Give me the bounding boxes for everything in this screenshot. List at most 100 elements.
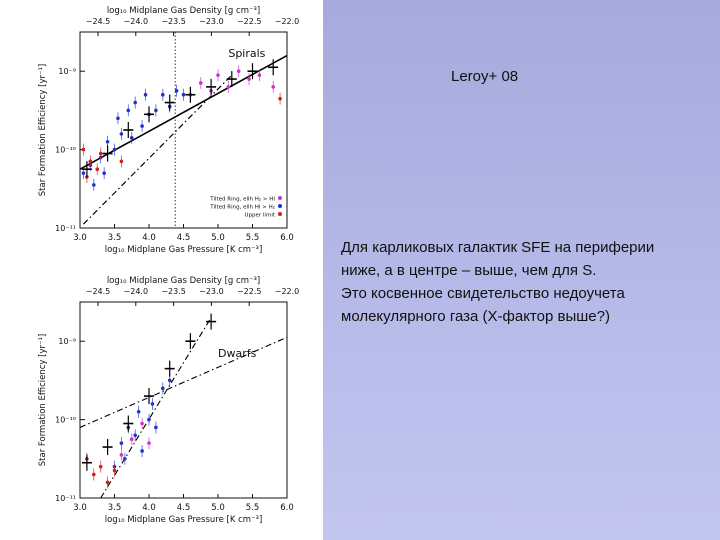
top-tick-label: −23.0 bbox=[199, 287, 224, 296]
dwarfs-chart-svg: log₁₀ Midplane Gas Density [g cm⁻³]−24.5… bbox=[38, 276, 299, 525]
top-tick-label: −23.0 bbox=[199, 17, 224, 26]
data-point bbox=[119, 453, 124, 457]
spirals-chart-svg: log₁₀ Midplane Gas Density [g cm⁻³]−24.5… bbox=[38, 6, 299, 255]
x-tick-label: 3.5 bbox=[108, 233, 122, 243]
data-point bbox=[143, 92, 148, 97]
data-point bbox=[102, 171, 106, 175]
data-point bbox=[198, 81, 203, 85]
data-point bbox=[147, 441, 151, 445]
legend-label: Tilted Ring, ellh HI > H₂ bbox=[209, 205, 275, 211]
x-tick-label: 6.0 bbox=[280, 503, 294, 513]
data-point bbox=[174, 89, 179, 93]
data-point bbox=[181, 92, 186, 97]
data-point bbox=[136, 409, 141, 414]
fit-line-dashdot bbox=[79, 336, 288, 428]
data-point bbox=[140, 449, 144, 453]
plot-frame bbox=[79, 301, 288, 499]
caption-line: ниже, а в центре – выше, чем для S. bbox=[341, 262, 597, 279]
x-tick-label: 4.0 bbox=[142, 233, 156, 243]
figures-panel: log₁₀ Midplane Gas Density [g cm⁻³] −24.5… bbox=[0, 0, 323, 540]
top-tick-label: −22.5 bbox=[237, 17, 262, 26]
legend-marker bbox=[278, 204, 282, 208]
data-point bbox=[129, 136, 134, 140]
spirals-chart: log₁₀ Midplane Gas Density [g cm⁻³] −24.5… bbox=[0, 0, 323, 270]
x-tick-label: 4.5 bbox=[177, 233, 191, 243]
data-point bbox=[81, 171, 86, 175]
data-point bbox=[112, 147, 117, 152]
y-tick-label: 10⁻⁹ bbox=[58, 67, 76, 76]
x-tick-label: 5.0 bbox=[211, 233, 225, 243]
data-point bbox=[129, 437, 134, 441]
caption-line: молекулярного газа (X-фактор выше?) bbox=[341, 308, 610, 325]
x-tick-label: 3.0 bbox=[73, 233, 87, 243]
y-tick-label: 10⁻¹¹ bbox=[55, 494, 76, 503]
top-tick-label: −24.5 bbox=[86, 17, 111, 26]
top-axis-label: log₁₀ Midplane Gas Density [g cm⁻³] bbox=[107, 6, 260, 16]
x-tick-label: 4.0 bbox=[142, 503, 156, 513]
data-point bbox=[119, 132, 124, 136]
data-point bbox=[147, 417, 151, 422]
x-tick-label: 5.5 bbox=[246, 233, 260, 243]
data-point bbox=[133, 433, 137, 438]
data-point bbox=[119, 441, 124, 445]
x-tick-label: 5.0 bbox=[211, 503, 225, 513]
data-point bbox=[154, 108, 158, 113]
fit-line-dashdot bbox=[100, 317, 212, 499]
x-axis-label: log₁₀ Midplane Gas Pressure [K cm⁻³] bbox=[105, 245, 263, 255]
data-point bbox=[257, 73, 262, 77]
x-tick-label: 3.5 bbox=[108, 503, 122, 513]
data-point bbox=[236, 69, 241, 73]
x-tick-label: 5.5 bbox=[246, 503, 260, 513]
x-tick-label: 3.0 bbox=[73, 503, 87, 513]
data-point bbox=[123, 457, 127, 461]
top-tick-label: −24.0 bbox=[124, 287, 149, 296]
data-point bbox=[116, 116, 120, 121]
data-point bbox=[105, 139, 110, 144]
caption-text: Для карликовых галактик SFE на периферии… bbox=[341, 236, 713, 328]
data-point bbox=[154, 425, 158, 430]
data-point bbox=[161, 92, 165, 97]
x-tick-label: 4.5 bbox=[177, 503, 191, 513]
data-point bbox=[126, 108, 131, 113]
data-point bbox=[119, 159, 124, 164]
top-tick-label: −24.5 bbox=[86, 287, 111, 296]
data-point bbox=[92, 472, 96, 477]
data-point bbox=[278, 96, 282, 101]
data-point bbox=[81, 147, 86, 152]
top-tick-label: −23.5 bbox=[161, 287, 186, 296]
data-point bbox=[167, 378, 172, 383]
y-tick-label: 10⁻¹⁰ bbox=[55, 416, 76, 425]
data-point bbox=[216, 73, 220, 77]
data-point bbox=[140, 124, 144, 128]
caption-line: Для карликовых галактик SFE на периферии bbox=[341, 239, 655, 256]
y-tick-label: 10⁻¹¹ bbox=[55, 224, 76, 233]
data-point bbox=[150, 402, 155, 406]
data-point bbox=[112, 468, 117, 473]
data-point bbox=[98, 151, 103, 156]
legend-label: Upper limit bbox=[245, 213, 276, 219]
caption-line: Это косвенное свидетельство недоучета bbox=[341, 285, 625, 302]
y-axis-label: Star Formation Efficiency [yr⁻¹] bbox=[38, 334, 48, 466]
y-axis-label: Star Formation Efficiency [yr⁻¹] bbox=[38, 64, 48, 196]
data-point bbox=[133, 100, 137, 105]
fit-line-solid bbox=[79, 54, 288, 170]
data-point bbox=[95, 167, 100, 171]
dwarfs-chart: log₁₀ Midplane Gas Density [g cm⁻³] −24.5… bbox=[0, 270, 323, 540]
data-point bbox=[247, 77, 251, 81]
data-point bbox=[271, 85, 276, 89]
data-point bbox=[88, 159, 93, 164]
top-tick-label: −24.0 bbox=[124, 17, 149, 26]
x-tick-label: 6.0 bbox=[280, 233, 294, 243]
data-point bbox=[98, 464, 103, 469]
data-point bbox=[140, 421, 144, 426]
citation: Leroy+ 08 bbox=[451, 68, 519, 85]
data-point bbox=[105, 480, 110, 485]
data-point bbox=[92, 183, 96, 187]
panel-label: Spirals bbox=[228, 47, 265, 60]
data-point bbox=[161, 386, 165, 391]
legend-marker bbox=[278, 212, 282, 216]
y-tick-label: 10⁻¹⁰ bbox=[55, 146, 76, 155]
top-tick-label: −22.5 bbox=[237, 287, 262, 296]
legend-marker bbox=[278, 196, 282, 200]
data-point bbox=[226, 85, 231, 89]
